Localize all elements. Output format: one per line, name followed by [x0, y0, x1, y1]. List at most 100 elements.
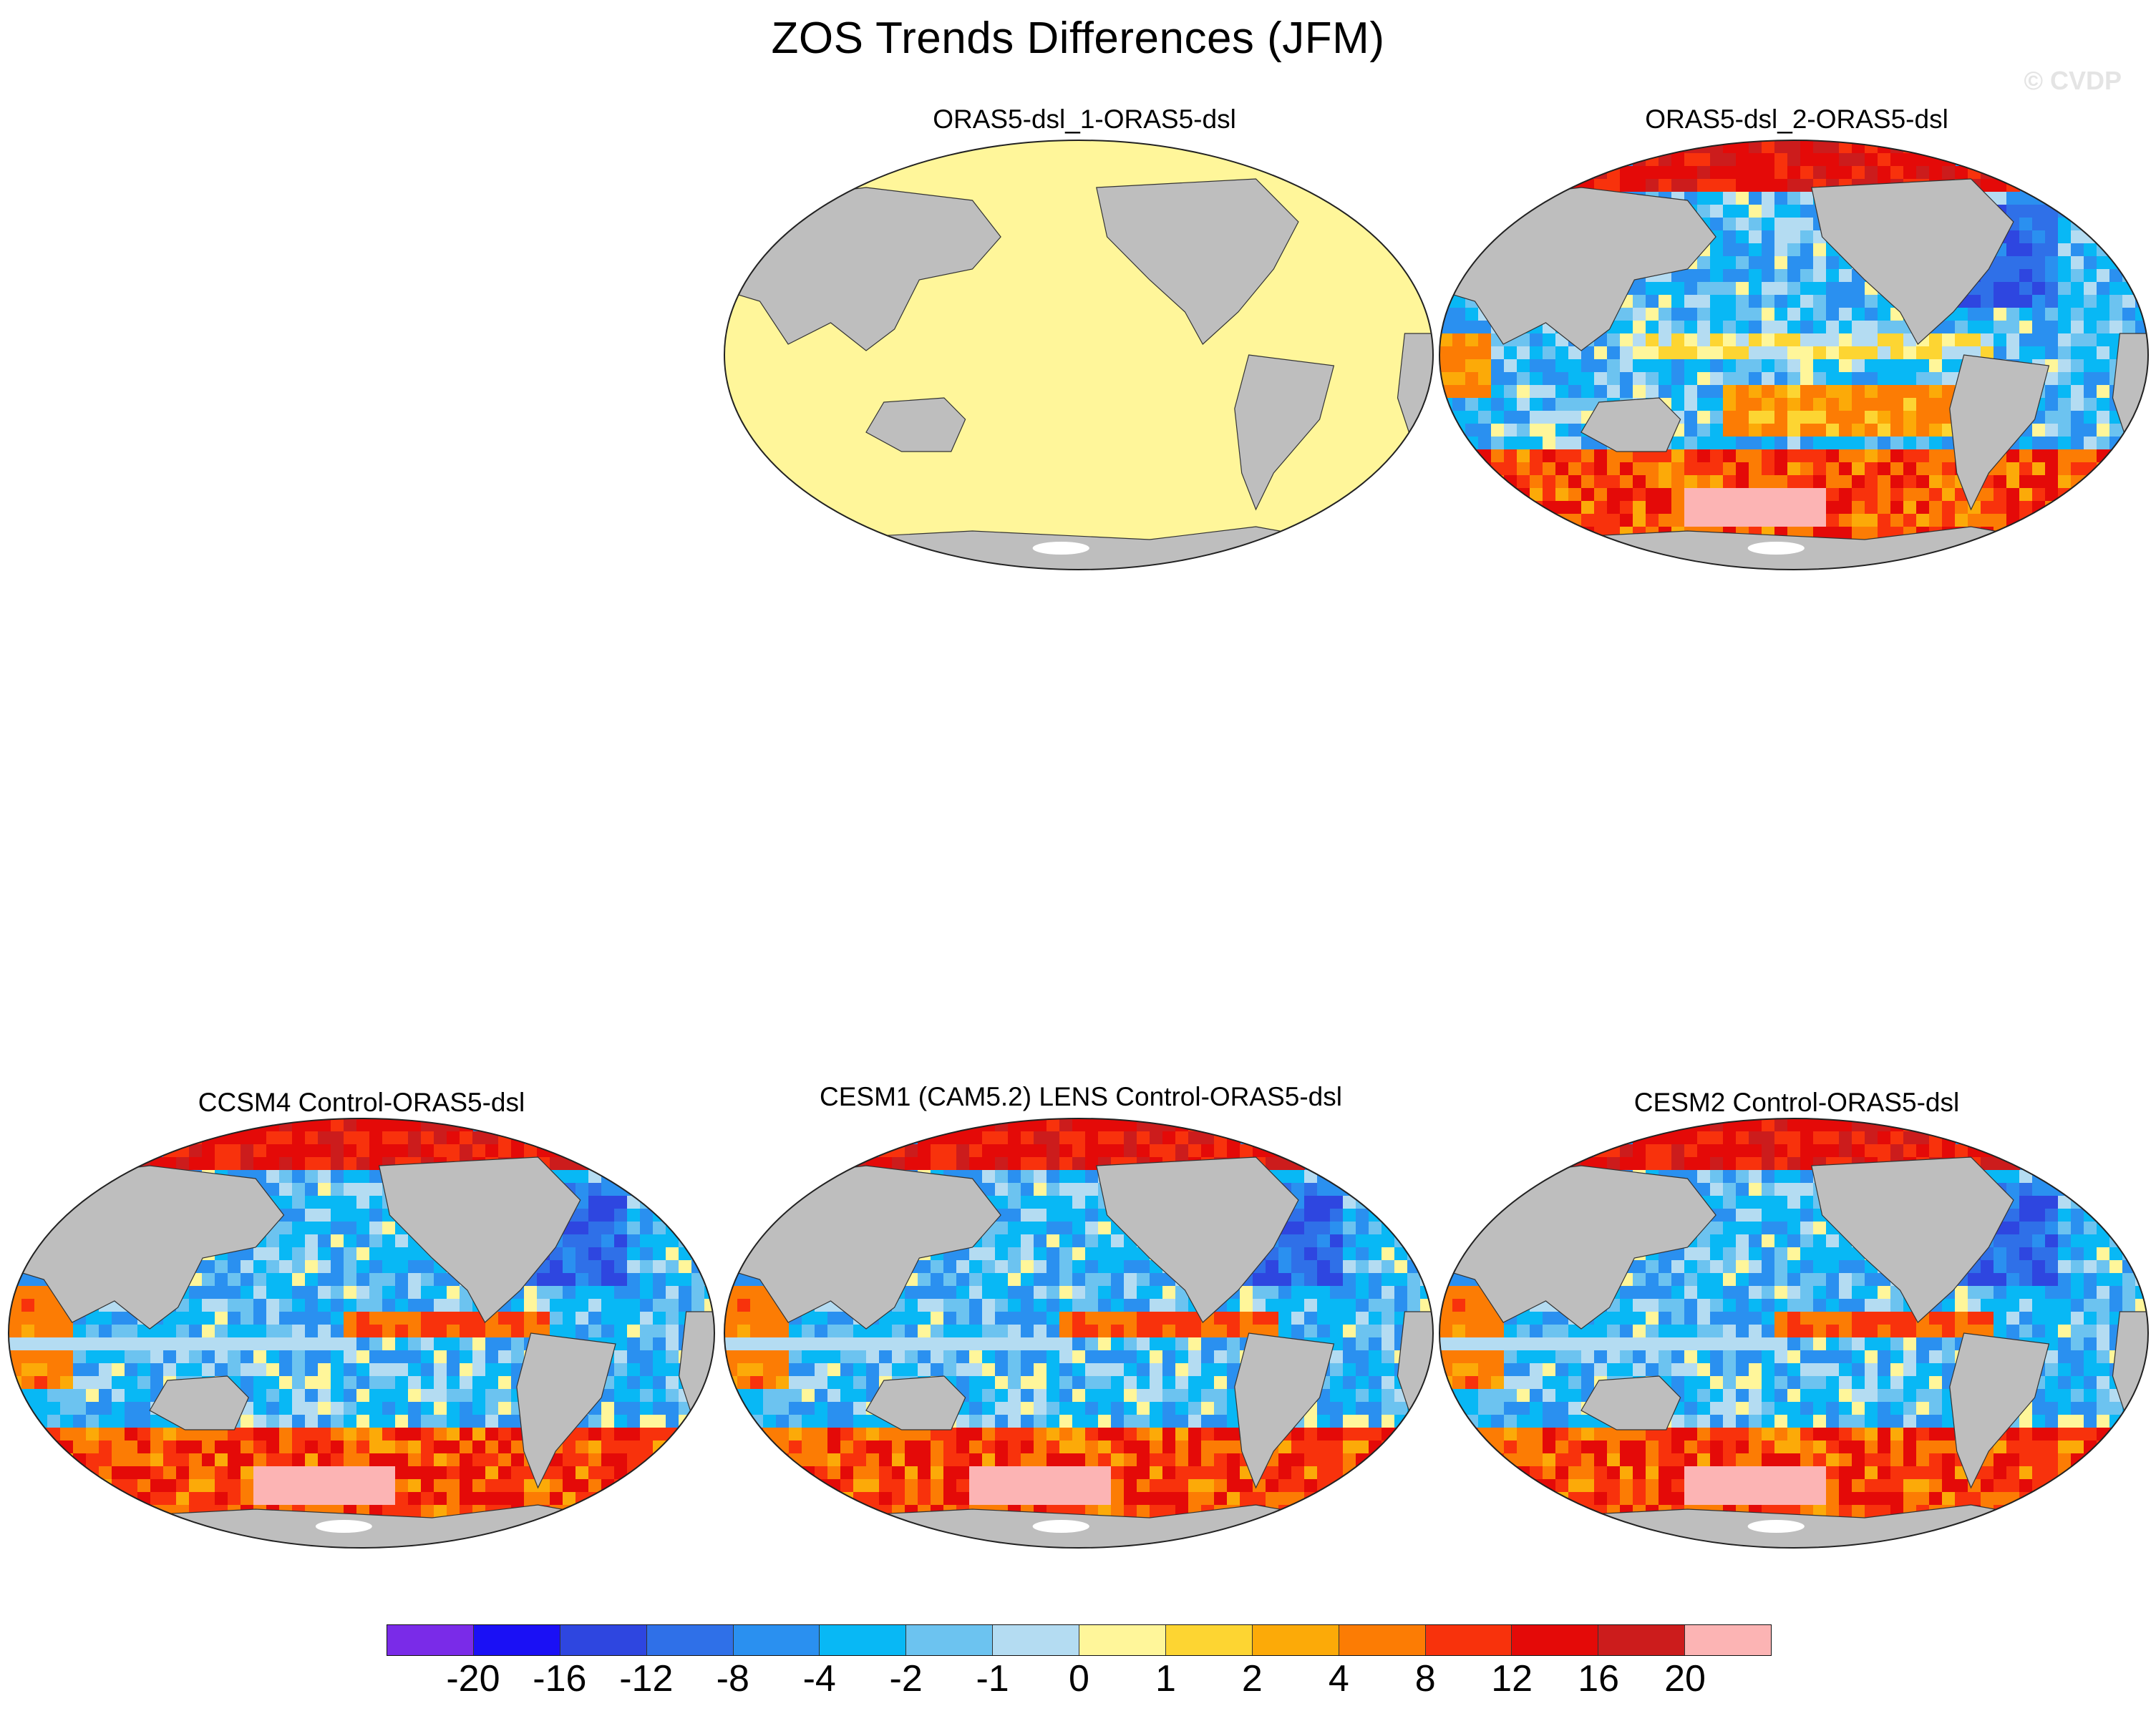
field-cell [1227, 1350, 1240, 1364]
field-cell [679, 1299, 692, 1312]
field-cell [640, 1209, 654, 1222]
field-cell [1111, 1402, 1125, 1415]
field-cell [1214, 1492, 1228, 1506]
field-cell [537, 1312, 550, 1325]
field-cell [666, 1234, 679, 1248]
field-cell [1852, 153, 1865, 167]
field-cell [2006, 488, 2020, 502]
field-cell [305, 1222, 319, 1235]
field-cell [1072, 1222, 1086, 1235]
field-cell [1710, 333, 1724, 347]
field-cell [1736, 295, 1749, 308]
field-cell [2032, 1234, 2046, 1248]
field-cell [331, 1273, 344, 1287]
field-cell [614, 1286, 628, 1300]
field-cell [1504, 424, 1518, 437]
field-cell [1800, 437, 1814, 450]
field-cell [1994, 256, 2007, 270]
field-cell [1981, 179, 1994, 192]
field-cell [969, 1415, 983, 1428]
field-cell [1098, 1466, 1112, 1480]
field-cell [1162, 1325, 1176, 1338]
field-cell [995, 1196, 1009, 1209]
field-cell [918, 1312, 931, 1325]
field-cell [866, 1440, 880, 1454]
field-cell [382, 1144, 396, 1158]
field-cell [421, 1428, 434, 1441]
field-cell [627, 1415, 641, 1428]
field-cell [1162, 1466, 1176, 1480]
field-cell [1047, 1183, 1060, 1196]
field-cell [434, 1337, 447, 1351]
field-cell [318, 1144, 331, 1158]
field-cell [931, 1428, 944, 1441]
field-cell [1813, 488, 1827, 502]
field-cell [112, 1376, 125, 1390]
field-cell [189, 1337, 203, 1351]
field-cell [137, 1428, 151, 1441]
field-cell [1369, 1234, 1382, 1248]
field-cell [279, 1492, 293, 1506]
field-cell [1278, 1286, 1292, 1300]
field-cell [279, 1415, 293, 1428]
field-cell [1994, 462, 2007, 476]
field-cell [905, 1144, 918, 1158]
field-cell [1594, 501, 1608, 515]
field-cell [2045, 1196, 2059, 1209]
field-cell [2097, 424, 2110, 437]
field-cell [1697, 1131, 1711, 1145]
field-cell [1723, 179, 1737, 192]
watermark: © CVDP [2024, 66, 2122, 95]
field-cell [1111, 1376, 1125, 1390]
field-cell [1659, 1144, 1672, 1158]
field-cell [1008, 1415, 1021, 1428]
field-cell [460, 1453, 473, 1467]
field-cell [982, 1453, 996, 1467]
field-cell [1150, 1479, 1163, 1493]
field-cell [1356, 1415, 1369, 1428]
field-cell [125, 1350, 138, 1364]
field-cell [344, 1337, 357, 1351]
field-cell [344, 1363, 357, 1377]
field-cell [408, 1325, 422, 1338]
field-cell [1420, 1389, 1433, 1403]
field-cell [1684, 359, 1698, 373]
field-cell [1723, 475, 1737, 489]
field-cell [943, 1299, 957, 1312]
field-cell [1568, 437, 1582, 450]
field-cell [1504, 398, 1518, 411]
field-cell [447, 1389, 460, 1403]
field-cell [866, 1428, 880, 1441]
field-cell [279, 1363, 293, 1377]
field-cell [1723, 1144, 1737, 1158]
map-panel-5 [1439, 1118, 2148, 1548]
field-cell [1774, 1247, 1788, 1261]
field-cell [1865, 437, 1878, 450]
field-cell [1072, 1209, 1086, 1222]
field-cell [215, 1350, 228, 1364]
field-cell [1568, 411, 1582, 424]
field-cell [1659, 449, 1672, 463]
field-cell [1543, 488, 1556, 502]
land-australia [865, 1375, 966, 1430]
field-cell [1787, 1144, 1801, 1158]
field-cell [331, 1260, 344, 1274]
field-cell [1085, 1389, 1099, 1403]
field-cell [253, 1247, 267, 1261]
field-cell [1478, 346, 1492, 360]
field-cell [1085, 1183, 1099, 1196]
field-cell [408, 1131, 422, 1145]
field-cell [253, 1363, 267, 1377]
field-cell [1800, 501, 1814, 515]
field-cell [627, 1350, 641, 1364]
field-cell [1072, 1492, 1086, 1506]
field-cell [956, 1286, 970, 1300]
field-cell [395, 1376, 409, 1390]
field-cell [1813, 411, 1827, 424]
field-cell [918, 1440, 931, 1454]
field-cell [1620, 166, 1633, 180]
field-cell [1034, 1131, 1047, 1145]
field-cell [653, 1299, 666, 1312]
field-cell [995, 1415, 1009, 1428]
field-cell [1188, 1415, 1202, 1428]
